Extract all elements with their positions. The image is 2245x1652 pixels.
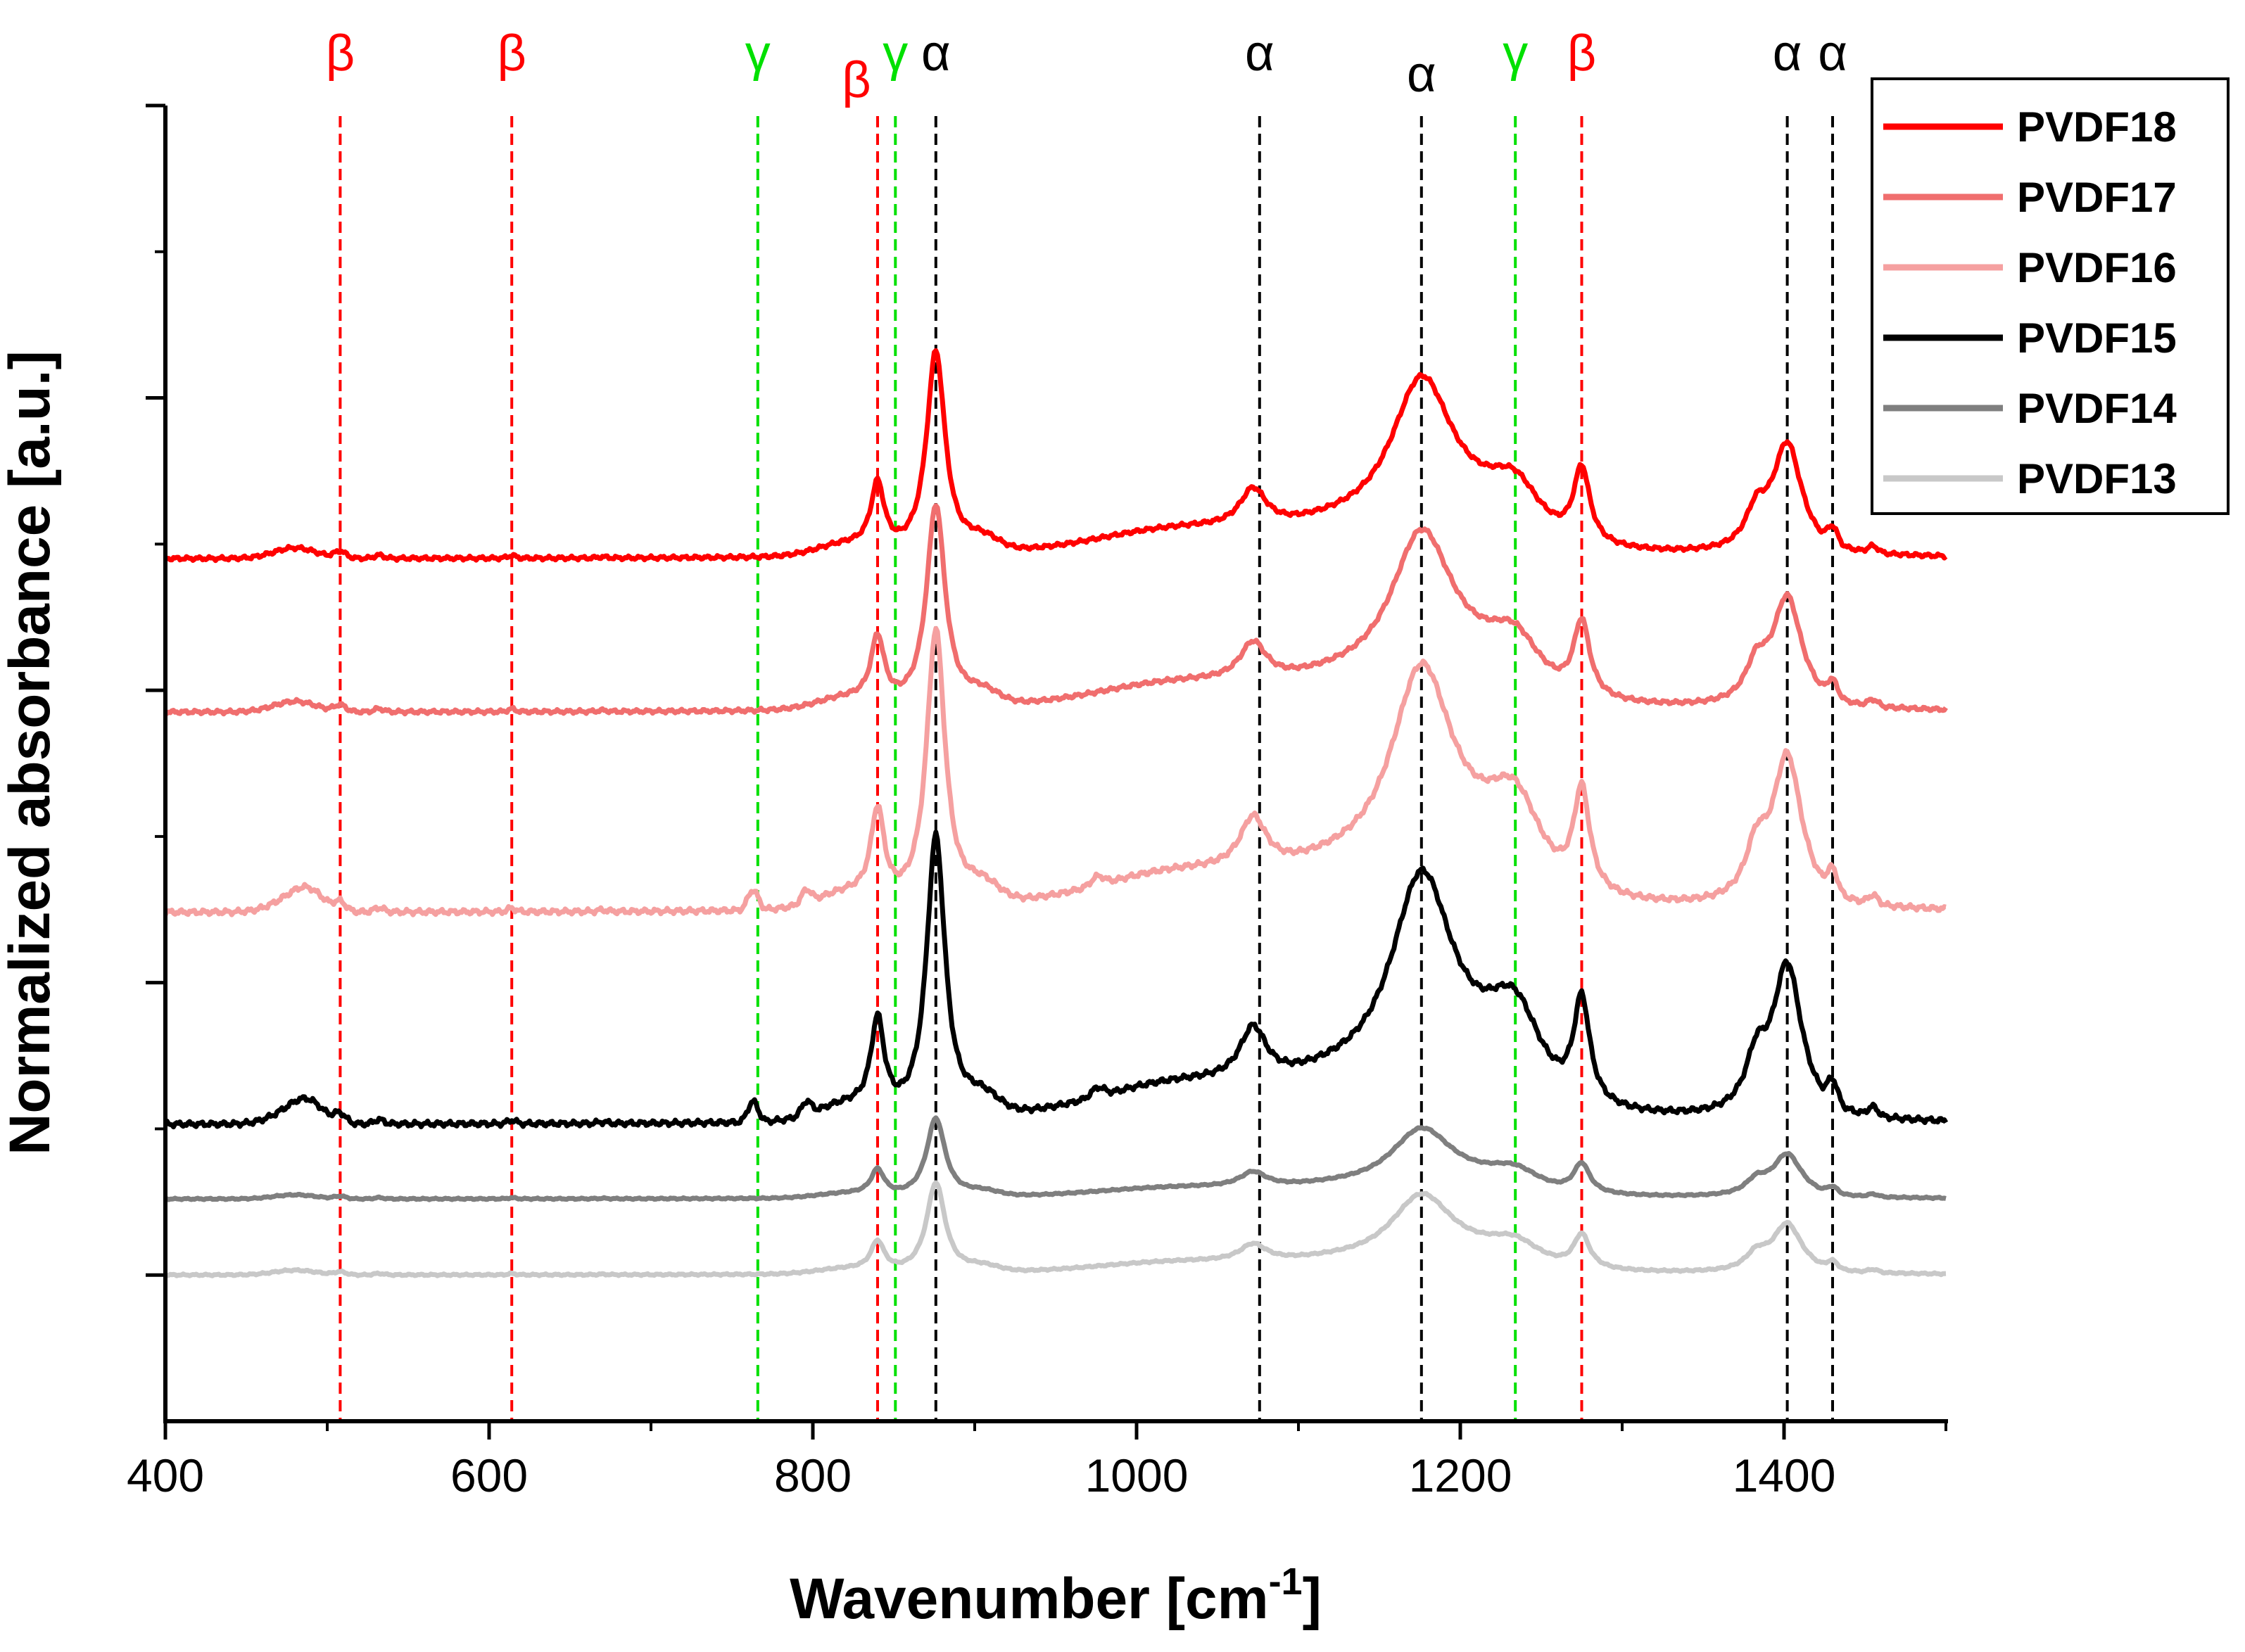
x-tick-label: 1400 [1733,1449,1836,1501]
series-pvdf15 [163,830,1949,1130]
phase-label: α [1818,25,1847,82]
y-axis-title: Normalized absorbance [a.u.] [0,350,62,1155]
x-tick-label: 400 [127,1449,204,1501]
phase-label: α [1773,25,1802,82]
series-pvdf13 [164,1180,1947,1278]
phase-label: β [326,25,355,82]
legend: PVDF18 PVDF17 PVDF16 PVDF15 PVDF14 PVDF13 [1871,77,2230,515]
x-tick-label: 1000 [1085,1449,1189,1501]
phase-label: γ [1503,25,1528,82]
series-pvdf16 [163,625,1947,917]
legend-label: PVDF15 [2017,314,2177,362]
legend-label: PVDF16 [2017,244,2177,291]
phase-label: α [921,25,951,82]
axes [163,106,1948,1423]
phase-label: β [1567,25,1596,82]
phase-label: γ [883,25,908,82]
series-pvdf17 [164,503,1948,717]
legend-box [1871,77,2230,515]
spectra-series [163,348,1949,1278]
x-tick-label: 600 [450,1449,528,1501]
phase-label: β [842,52,871,108]
x-tick-label: 800 [774,1449,852,1501]
x-axis-title: Wavenumber [cm-1] [790,1561,1322,1631]
series-pvdf14 [164,1115,1947,1202]
series-pvdf18 [163,348,1948,564]
axis-ticks: 400 600 800 1000 1200 1400 [127,103,1947,1501]
phase-label: α [1407,46,1436,103]
legend-label: PVDF14 [2017,385,2177,432]
phase-label: α [1245,25,1275,82]
legend-label: PVDF13 [2017,455,2177,502]
legend-label: PVDF18 [2017,103,2177,151]
x-tick-label: 1200 [1409,1449,1512,1501]
phase-label: β [497,25,526,82]
legend-label: PVDF17 [2017,174,2177,221]
phase-annotation-lines [339,116,1834,1421]
phase-label: γ [745,25,771,82]
